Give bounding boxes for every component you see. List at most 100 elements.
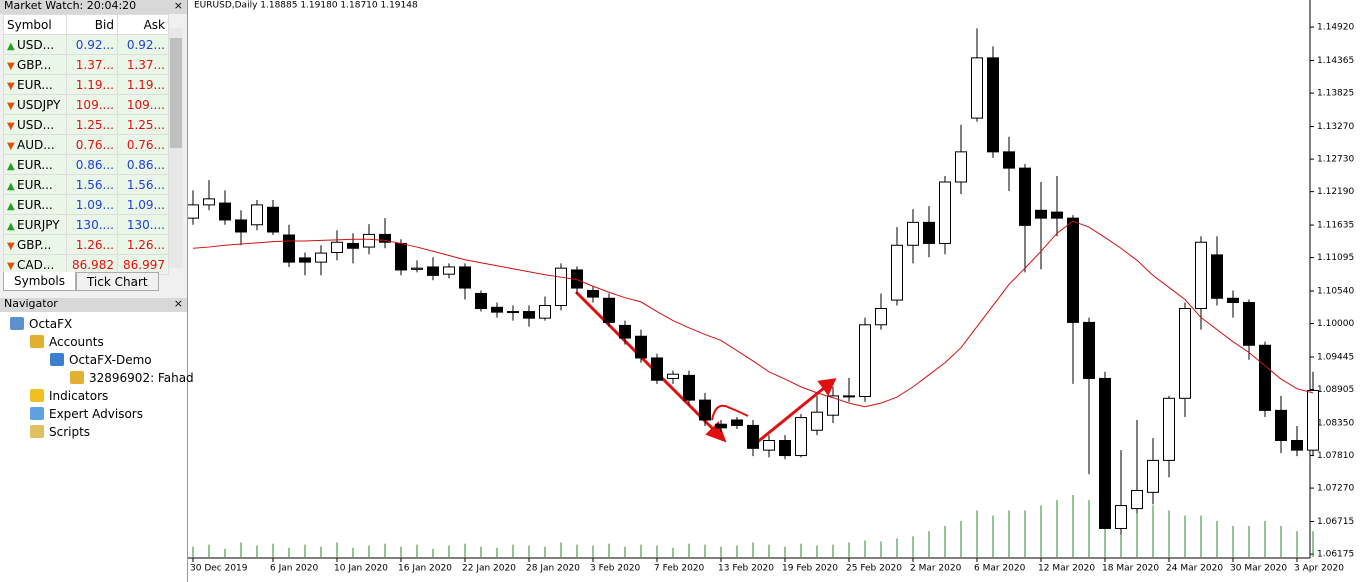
y-tick-label: 1.11095 bbox=[1317, 253, 1354, 263]
nav-label: Expert Advisors bbox=[49, 407, 143, 421]
candle-body bbox=[331, 241, 343, 253]
nav-item[interactable]: OctaFX bbox=[10, 315, 72, 333]
y-tick-label: 1.14365 bbox=[1317, 56, 1354, 66]
quote-row: ▼ USD... 1.25... 1.25... bbox=[3, 114, 170, 135]
nav-item[interactable]: Indicators bbox=[30, 387, 108, 405]
moving-average bbox=[192, 220, 1314, 408]
close-button[interactable]: × bbox=[173, 297, 183, 310]
nav-item[interactable]: 32896902: Fahad bbox=[70, 369, 194, 387]
symbol-cell: ▼ CAD... bbox=[3, 254, 67, 275]
symbol-cell: ▼ GBP... bbox=[3, 234, 67, 255]
candle-body bbox=[939, 181, 951, 244]
candle-body bbox=[299, 257, 311, 263]
candle-body bbox=[443, 266, 455, 275]
candle-body bbox=[1003, 151, 1015, 169]
quote-row: ▼ AUD... 0.76... 0.76... bbox=[3, 134, 170, 155]
y-tick-label: 1.10540 bbox=[1317, 287, 1354, 297]
candle-body bbox=[923, 221, 935, 244]
symbol: EUR... bbox=[17, 157, 53, 172]
trend-icon: ▲ bbox=[7, 200, 15, 212]
candle-body bbox=[188, 204, 199, 219]
symbol-cell: ▼ EUR... bbox=[3, 74, 67, 95]
candle-body bbox=[1243, 302, 1255, 346]
quote-row: ▼ USDJPY 109.... 109.... bbox=[3, 94, 170, 115]
chart-title: EURUSD,Daily 1.18885 1.19180 1.18710 1.1… bbox=[194, 1, 418, 11]
candle-body bbox=[763, 439, 775, 451]
candle-body bbox=[779, 439, 791, 457]
candle-body bbox=[1051, 211, 1063, 219]
candle-body bbox=[827, 395, 839, 416]
close-button[interactable]: × bbox=[173, 0, 183, 12]
bid: 86.982 bbox=[65, 254, 118, 275]
candle-body bbox=[795, 417, 807, 457]
symbol-cell: ▼ GBP... bbox=[3, 54, 67, 75]
ask: 1.09... bbox=[116, 194, 170, 215]
x-tick-label: 25 Feb 2020 bbox=[846, 564, 902, 574]
symbol: EUR... bbox=[17, 197, 53, 212]
trend-icon: ▲ bbox=[7, 160, 15, 172]
symbol: GBP... bbox=[17, 237, 52, 252]
x-tick-label: 19 Feb 2020 bbox=[782, 564, 838, 574]
ask: 1.19... bbox=[116, 74, 170, 95]
x-tick-label: 10 Jan 2020 bbox=[334, 564, 388, 574]
symbol-cell: ▲ EURJPY bbox=[3, 214, 67, 235]
candle-body bbox=[427, 266, 439, 276]
bid: 130.... bbox=[65, 214, 118, 235]
candle-body bbox=[1291, 439, 1303, 451]
tab[interactable]: Tick Chart bbox=[75, 272, 159, 291]
x-tick-label: 24 Mar 2020 bbox=[1166, 564, 1223, 574]
quote-row: ▼ EUR... 1.19... 1.19... bbox=[3, 74, 170, 95]
ask: 1.25... bbox=[116, 114, 170, 135]
x-tick-label: 30 Mar 2020 bbox=[1230, 564, 1287, 574]
nav-label: Accounts bbox=[49, 335, 104, 349]
candle-body bbox=[347, 242, 359, 249]
trend-icon: ▼ bbox=[7, 240, 15, 252]
scrollbar[interactable] bbox=[169, 28, 183, 268]
trend-icon: ▼ bbox=[7, 260, 15, 272]
nav-item[interactable]: OctaFX-Demo bbox=[50, 351, 152, 369]
bid: 1.37... bbox=[65, 54, 118, 75]
quote-row: ▼ CAD... 86.982 86.997 bbox=[3, 254, 170, 275]
candle-body bbox=[603, 297, 615, 323]
trend-icon: ▼ bbox=[7, 80, 15, 92]
candle-body bbox=[987, 57, 999, 153]
candle-body bbox=[731, 419, 743, 426]
trend-icon: ▼ bbox=[7, 140, 15, 152]
candle-body bbox=[363, 233, 375, 248]
ask: 109.... bbox=[116, 94, 170, 115]
nav-item[interactable]: Scripts bbox=[30, 423, 90, 441]
y-tick-label: 1.12730 bbox=[1317, 155, 1354, 165]
symbol-cell: ▲ USD... bbox=[3, 34, 67, 55]
x-tick-label: 3 Apr 2020 bbox=[1294, 564, 1344, 574]
nav-icon bbox=[70, 371, 84, 384]
nav-item[interactable]: Expert Advisors bbox=[30, 405, 143, 423]
y-tick-label: 1.13825 bbox=[1317, 89, 1354, 99]
scroll-thumb[interactable] bbox=[170, 38, 182, 148]
candle-body bbox=[683, 374, 695, 401]
x-tick-label: 12 Mar 2020 bbox=[1038, 564, 1095, 574]
x-tick-label: 3 Feb 2020 bbox=[590, 564, 641, 574]
trend-icon: ▼ bbox=[7, 100, 15, 112]
candle-body bbox=[1179, 308, 1191, 399]
quote-row: ▲ USD... 0.92... 0.92... bbox=[3, 34, 170, 55]
candle-body bbox=[1163, 397, 1175, 461]
candle-body bbox=[1307, 389, 1319, 451]
ask: 1.37... bbox=[116, 54, 170, 75]
y-tick-label: 1.08350 bbox=[1317, 419, 1354, 429]
title-text: Market Watch: 20:04:20 bbox=[4, 0, 137, 12]
candle-body bbox=[507, 311, 519, 314]
bid: 0.92... bbox=[65, 34, 118, 55]
candle-body bbox=[1275, 409, 1287, 441]
x-tick-label: 28 Jan 2020 bbox=[526, 564, 580, 574]
x-tick-label: 13 Feb 2020 bbox=[718, 564, 774, 574]
candle-body bbox=[1227, 297, 1239, 304]
candle-body bbox=[875, 308, 887, 326]
nav-icon bbox=[30, 389, 44, 402]
quote-row: ▼ GBP... 1.37... 1.37... bbox=[3, 54, 170, 75]
tab[interactable]: Symbols bbox=[3, 272, 76, 291]
quote-row: ▼ GBP... 1.26... 1.26... bbox=[3, 234, 170, 255]
quote-row: ▲ EURJPY 130.... 130.... bbox=[3, 214, 170, 235]
nav-item[interactable]: Accounts bbox=[30, 333, 104, 351]
candle-body bbox=[235, 219, 247, 233]
